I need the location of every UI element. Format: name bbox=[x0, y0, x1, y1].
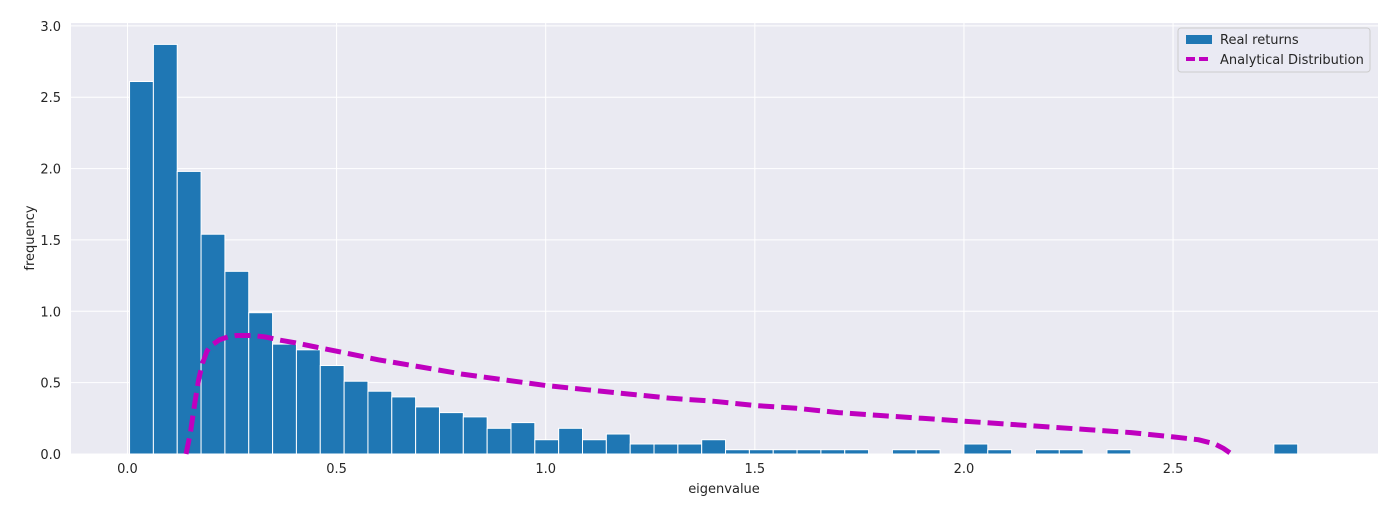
histogram-bar bbox=[891, 449, 917, 455]
x-tick-label: 0.0 bbox=[117, 462, 138, 477]
histogram-bar bbox=[367, 390, 393, 455]
histogram-bars bbox=[129, 43, 1299, 455]
y-tick-label: 2.0 bbox=[40, 163, 61, 178]
histogram-bar bbox=[129, 81, 154, 455]
histogram-bar bbox=[701, 439, 727, 455]
histogram-bar bbox=[486, 427, 512, 455]
histogram-bar bbox=[1273, 443, 1299, 455]
analytical-curve bbox=[183, 333, 1234, 457]
histogram-bar bbox=[963, 443, 989, 455]
x-tick-label: 1.0 bbox=[535, 462, 556, 477]
histogram-bar bbox=[224, 270, 250, 455]
y-tick-label: 0.0 bbox=[40, 448, 61, 463]
histogram-bar bbox=[725, 449, 750, 455]
histogram-bar bbox=[248, 312, 274, 455]
histogram-bar bbox=[176, 170, 202, 455]
histogram-bar bbox=[462, 416, 488, 455]
x-axis-label: eigenvalue bbox=[688, 482, 760, 497]
x-tick-label: 2.0 bbox=[954, 462, 975, 477]
histogram-bar bbox=[343, 380, 369, 455]
legend-box bbox=[1177, 27, 1371, 73]
x-axis-ticks: 0.0 0.5 1.0 1.5 2.0 2.5 bbox=[117, 462, 1183, 477]
y-axis-ticks: 0.0 0.5 1.0 1.5 2.0 2.5 3.0 bbox=[40, 20, 61, 463]
histogram-bar bbox=[629, 443, 655, 455]
y-tick-label: 1.0 bbox=[40, 305, 61, 320]
histogram-bar bbox=[391, 396, 417, 455]
x-tick-label: 1.5 bbox=[744, 462, 765, 477]
legend-swatch-real-returns bbox=[1186, 35, 1212, 44]
y-axis-label: frequency bbox=[23, 205, 38, 271]
x-tick-label: 0.5 bbox=[326, 462, 347, 477]
legend: Real returns Analytical Distribution bbox=[1177, 27, 1371, 73]
histogram-bar bbox=[319, 365, 345, 455]
histogram-bar bbox=[796, 449, 822, 455]
histogram-bar bbox=[510, 422, 536, 455]
histogram-bar bbox=[534, 439, 560, 455]
histogram-bar bbox=[558, 427, 584, 455]
y-tick-label: 1.5 bbox=[40, 234, 61, 249]
histogram-bar bbox=[605, 433, 631, 455]
histogram-bar bbox=[1106, 449, 1132, 455]
histogram-bar bbox=[772, 449, 798, 455]
histogram-bar bbox=[987, 449, 1013, 455]
histogram-bar bbox=[415, 406, 440, 455]
histogram-bar bbox=[748, 449, 774, 455]
analytical-distribution-line bbox=[183, 333, 1234, 457]
histogram-bar bbox=[844, 449, 870, 455]
legend-label-analytical: Analytical Distribution bbox=[1220, 53, 1364, 68]
histogram-bar bbox=[1058, 449, 1084, 455]
histogram-bar bbox=[200, 233, 226, 455]
histogram-bar bbox=[295, 349, 321, 455]
histogram-bar bbox=[582, 439, 607, 455]
histogram-bar bbox=[152, 43, 178, 455]
x-tick-label: 2.5 bbox=[1163, 462, 1184, 477]
y-tick-label: 3.0 bbox=[40, 20, 61, 35]
histogram-bar bbox=[820, 449, 846, 455]
histogram-bar bbox=[272, 343, 297, 455]
histogram-bar bbox=[438, 412, 464, 455]
legend-label-real-returns: Real returns bbox=[1220, 33, 1299, 48]
histogram-bar bbox=[915, 449, 941, 455]
histogram-bar bbox=[677, 443, 703, 455]
histogram-bar bbox=[1034, 449, 1060, 455]
y-tick-label: 2.5 bbox=[40, 91, 61, 106]
y-tick-label: 0.5 bbox=[40, 377, 61, 392]
histogram-bar bbox=[653, 443, 679, 455]
